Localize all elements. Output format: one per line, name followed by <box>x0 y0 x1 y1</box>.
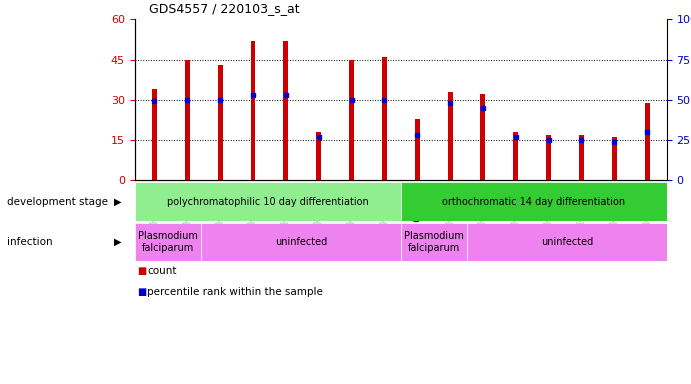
Bar <box>401 182 667 221</box>
Text: ▶: ▶ <box>114 197 121 207</box>
Bar <box>135 182 401 221</box>
Bar <box>201 223 401 261</box>
Bar <box>251 41 256 180</box>
Bar <box>401 223 467 261</box>
Bar <box>184 60 190 180</box>
Bar <box>218 65 223 180</box>
Text: uninfected: uninfected <box>541 237 593 247</box>
Text: percentile rank within the sample: percentile rank within the sample <box>147 287 323 297</box>
Bar <box>645 103 650 180</box>
Text: ■: ■ <box>137 287 146 297</box>
Text: Plasmodium
falciparum: Plasmodium falciparum <box>138 231 198 253</box>
Bar <box>513 132 518 180</box>
Text: ▶: ▶ <box>114 237 121 247</box>
Text: uninfected: uninfected <box>275 237 327 247</box>
Bar <box>152 89 157 180</box>
Bar <box>546 135 551 180</box>
Bar <box>382 57 387 180</box>
Bar <box>579 135 584 180</box>
Text: development stage: development stage <box>7 197 108 207</box>
Bar <box>349 60 354 180</box>
Bar <box>467 223 667 261</box>
Bar <box>283 41 288 180</box>
Text: ■: ■ <box>137 266 146 276</box>
Bar <box>480 94 485 180</box>
Text: polychromatophilic 10 day differentiation: polychromatophilic 10 day differentiatio… <box>167 197 368 207</box>
Bar <box>612 137 617 180</box>
Bar <box>448 92 453 180</box>
Text: GDS4557 / 220103_s_at: GDS4557 / 220103_s_at <box>149 2 299 15</box>
Bar <box>415 119 419 180</box>
Text: count: count <box>147 266 177 276</box>
Text: infection: infection <box>7 237 53 247</box>
Bar <box>135 223 201 261</box>
Text: orthochromatic 14 day differentiation: orthochromatic 14 day differentiation <box>442 197 625 207</box>
Text: Plasmodium
falciparum: Plasmodium falciparum <box>404 231 464 253</box>
Bar <box>316 132 321 180</box>
